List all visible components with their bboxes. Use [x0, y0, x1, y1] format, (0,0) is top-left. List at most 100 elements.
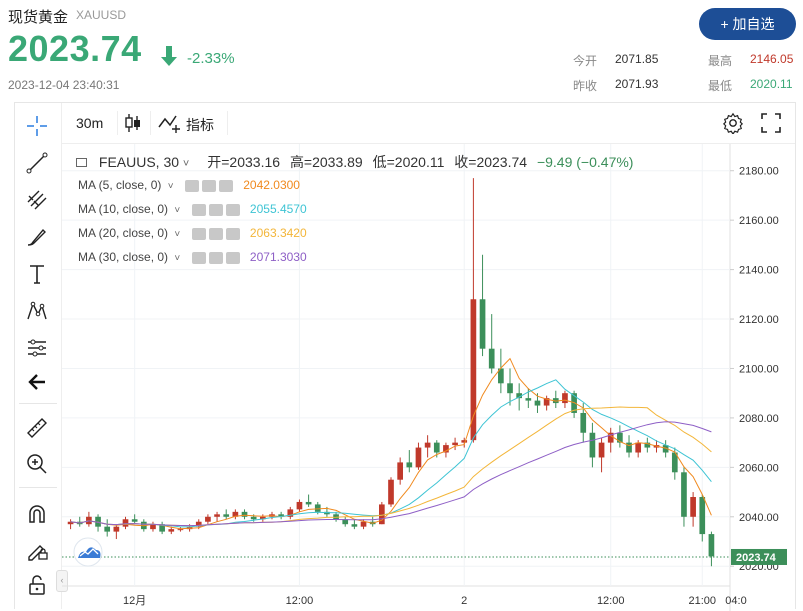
indicators-icon[interactable]	[158, 113, 184, 133]
candle-body	[598, 442, 605, 458]
settings-icon[interactable]	[208, 227, 223, 240]
indicators-button[interactable]: 指标	[186, 117, 214, 133]
prediction-icon[interactable]	[21, 333, 53, 363]
eye-icon[interactable]	[191, 251, 206, 264]
candle-body	[443, 445, 449, 453]
close-icon[interactable]	[218, 179, 233, 192]
settings-icon[interactable]	[201, 179, 216, 192]
candle-body	[617, 432, 623, 443]
candle-body	[406, 462, 413, 468]
ma-label: MA (20, close, 0)	[78, 226, 169, 240]
ma-dropdown-icon[interactable]: ˅	[167, 181, 174, 192]
legend-high: 高=2033.89	[289, 154, 363, 170]
candle-body	[259, 516, 266, 520]
candle-body	[507, 383, 513, 394]
candle-body	[296, 501, 303, 510]
candle-body	[305, 501, 312, 505]
y-tick-label: 2100.00	[739, 363, 779, 375]
candle-body	[671, 452, 678, 473]
x-tick-label: 21:00	[689, 595, 717, 607]
candle-body	[314, 504, 321, 512]
ma-dropdown-icon[interactable]: ˅	[174, 229, 181, 240]
eye-icon[interactable]	[191, 227, 206, 240]
ma-line	[70, 421, 712, 527]
interval-selector[interactable]: 30m	[76, 115, 104, 131]
chart-legend: FEAUUS, 30 ˅ 开=2033.16 高=2033.89 低=2020.…	[76, 152, 633, 172]
settings-icon[interactable]	[208, 251, 223, 264]
ma-line	[70, 357, 712, 530]
instrument-code: XAUUSD	[76, 8, 127, 22]
y-tick-label: 2080.00	[739, 413, 779, 425]
candle-body	[562, 393, 568, 404]
candle-body	[681, 472, 687, 517]
x-tick-label: 12:00	[286, 595, 314, 607]
candle-body	[113, 526, 120, 532]
drawing-toolbar	[15, 103, 62, 609]
eye-icon[interactable]	[184, 179, 199, 192]
ma-value: 2055.4570	[249, 202, 307, 216]
candle-body	[223, 514, 230, 517]
text-icon[interactable]	[21, 259, 53, 289]
candle-body	[351, 524, 358, 527]
current-price: 2023.74	[8, 28, 142, 69]
candle-body	[232, 511, 239, 517]
x-tick-label: 12:00	[597, 595, 625, 607]
candle-body	[95, 516, 101, 527]
candle-body	[205, 516, 211, 522]
candle-body	[433, 442, 440, 453]
back-arrow-icon[interactable]	[21, 367, 53, 397]
settings-gear-icon[interactable]	[722, 112, 744, 134]
last-price-box	[731, 548, 787, 565]
add-watchlist-button[interactable]: + 加自选	[699, 8, 796, 40]
candle-body	[424, 442, 431, 448]
close-icon[interactable]	[225, 251, 240, 264]
candle-body	[342, 519, 349, 525]
ma-dropdown-icon[interactable]: ˅	[174, 253, 181, 264]
zoom-in-icon[interactable]	[21, 449, 53, 479]
candle-body	[516, 393, 523, 399]
collapse-legend-icon[interactable]	[76, 157, 87, 167]
high-label: 最高	[708, 54, 733, 68]
candle-body	[241, 511, 248, 517]
close-icon[interactable]	[225, 203, 240, 216]
crosshair-icon[interactable]	[21, 111, 53, 141]
legend-change: −9.49 (−0.47%)	[536, 154, 634, 170]
low-label: 最低	[708, 79, 733, 93]
candle-body	[488, 348, 495, 369]
fullscreen-icon[interactable]	[760, 112, 782, 134]
ma-row: MA (10, close, 0) ˅ 2055.4570	[78, 202, 307, 216]
price-chart[interactable]: 2180.00 2160.00 2140.00 2120.00 2100.00 2080.…	[62, 144, 796, 611]
y-tick-label: 2040.00	[739, 512, 779, 524]
ma-dropdown-icon[interactable]: ˅	[174, 205, 181, 216]
trend-line-icon[interactable]	[21, 148, 53, 178]
brush-icon[interactable]	[21, 222, 53, 252]
lock-icon[interactable]	[21, 570, 53, 600]
fib-tool-icon[interactable]	[21, 185, 53, 215]
candle-body	[470, 299, 477, 441]
settings-icon[interactable]	[208, 203, 223, 216]
price-change: -2.33%	[187, 50, 235, 67]
cloud-wave	[79, 548, 99, 557]
legend-open: 开=2033.16	[207, 154, 281, 170]
candle-body	[589, 432, 596, 458]
symbol-dropdown-icon[interactable]: ˅	[182, 158, 190, 170]
candle-body	[452, 442, 458, 446]
y-tick-label: 2120.00	[739, 314, 779, 326]
candle-body	[168, 529, 175, 532]
magnet-icon[interactable]	[21, 499, 53, 529]
ma-label: MA (5, close, 0)	[78, 178, 162, 192]
lock-drawing-icon[interactable]	[21, 535, 53, 565]
close-icon[interactable]	[225, 227, 240, 240]
candle-type-icon[interactable]	[124, 113, 142, 133]
ruler-icon[interactable]	[21, 413, 53, 443]
ma-value: 2063.3420	[249, 226, 307, 240]
ma-row: MA (5, close, 0) ˅ 2042.0300	[78, 178, 300, 192]
y-tick-label: 2140.00	[739, 265, 779, 277]
eye-icon[interactable]	[191, 203, 206, 216]
candle-body	[177, 529, 184, 531]
candle-body	[250, 516, 257, 520]
x-tick-label: 12月	[123, 595, 146, 607]
pattern-icon[interactable]	[21, 296, 53, 326]
candle-body	[159, 524, 165, 532]
legend-low: 低=2020.11	[372, 154, 445, 170]
